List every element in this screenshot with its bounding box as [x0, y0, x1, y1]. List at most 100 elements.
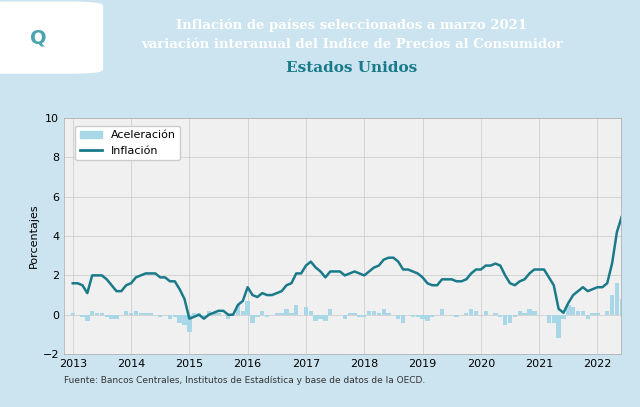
- Bar: [411, 315, 415, 317]
- Bar: [85, 315, 90, 321]
- Bar: [314, 315, 318, 321]
- Bar: [109, 315, 114, 319]
- Bar: [95, 313, 99, 315]
- Bar: [246, 301, 250, 315]
- Bar: [430, 315, 435, 317]
- Bar: [566, 305, 570, 315]
- Bar: [211, 313, 216, 315]
- Bar: [474, 311, 478, 315]
- Bar: [182, 315, 187, 325]
- Bar: [289, 313, 294, 315]
- Bar: [634, 315, 639, 317]
- Bar: [124, 311, 129, 315]
- Bar: [80, 315, 84, 317]
- Bar: [493, 313, 498, 315]
- Text: Fuente: Bancos Centrales, Institutos de Estadística y base de datos de la OECD.: Fuente: Bancos Centrales, Institutos de …: [64, 376, 425, 385]
- Bar: [323, 315, 328, 321]
- Bar: [420, 315, 425, 319]
- Bar: [377, 313, 381, 315]
- Bar: [522, 313, 527, 315]
- Bar: [70, 313, 75, 315]
- Bar: [372, 311, 376, 315]
- Bar: [90, 311, 94, 315]
- Bar: [216, 313, 221, 315]
- Bar: [561, 315, 566, 319]
- Bar: [294, 305, 298, 315]
- Text: Q: Q: [30, 28, 47, 47]
- Bar: [348, 313, 352, 315]
- Bar: [236, 305, 240, 315]
- Bar: [197, 313, 201, 315]
- Bar: [527, 309, 532, 315]
- FancyBboxPatch shape: [0, 2, 102, 73]
- Bar: [250, 315, 255, 323]
- Bar: [187, 315, 191, 333]
- Bar: [255, 315, 260, 317]
- Bar: [192, 313, 196, 315]
- Bar: [469, 309, 474, 315]
- Bar: [615, 283, 619, 315]
- Bar: [241, 311, 245, 315]
- Y-axis label: Porcentajes: Porcentajes: [28, 204, 38, 268]
- Bar: [625, 307, 629, 315]
- Bar: [280, 313, 284, 315]
- Bar: [440, 309, 444, 315]
- Bar: [381, 309, 386, 315]
- Bar: [605, 311, 609, 315]
- Bar: [639, 297, 640, 315]
- Bar: [260, 311, 264, 315]
- Bar: [104, 315, 109, 317]
- Bar: [620, 299, 624, 315]
- Bar: [265, 315, 269, 317]
- Bar: [518, 311, 522, 315]
- Bar: [143, 313, 148, 315]
- Bar: [464, 313, 468, 315]
- Bar: [454, 315, 459, 317]
- Bar: [387, 313, 391, 315]
- Bar: [591, 313, 595, 315]
- Bar: [401, 315, 405, 323]
- Bar: [308, 311, 313, 315]
- Bar: [532, 311, 536, 315]
- Bar: [115, 315, 118, 319]
- Bar: [571, 307, 575, 315]
- Bar: [610, 295, 614, 315]
- Text: Inflación de países seleccionados a marzo 2021
variación interanual del Indice d: Inflación de países seleccionados a marz…: [141, 18, 563, 51]
- Bar: [547, 315, 551, 323]
- Bar: [134, 311, 138, 315]
- Bar: [595, 313, 600, 315]
- Bar: [275, 313, 279, 315]
- Bar: [139, 313, 143, 315]
- Bar: [576, 311, 580, 315]
- Bar: [357, 315, 362, 317]
- Bar: [556, 315, 561, 338]
- Bar: [173, 315, 177, 317]
- Bar: [353, 313, 356, 315]
- Bar: [503, 315, 508, 325]
- Bar: [425, 315, 429, 321]
- Bar: [207, 311, 211, 315]
- Bar: [484, 311, 488, 315]
- Text: Estados Unidos: Estados Unidos: [286, 61, 418, 75]
- Bar: [158, 315, 163, 317]
- Bar: [202, 315, 206, 319]
- Bar: [362, 315, 367, 317]
- Bar: [513, 315, 517, 317]
- Bar: [318, 315, 323, 319]
- Bar: [226, 315, 230, 319]
- Bar: [148, 313, 153, 315]
- Bar: [342, 315, 347, 319]
- Bar: [415, 315, 420, 317]
- Bar: [168, 315, 172, 319]
- Bar: [586, 315, 590, 319]
- Bar: [100, 313, 104, 315]
- Legend: Aceleración, Inflación: Aceleración, Inflación: [75, 126, 180, 160]
- Bar: [304, 307, 308, 315]
- Bar: [129, 313, 133, 315]
- Bar: [580, 311, 585, 315]
- Bar: [508, 315, 512, 323]
- Bar: [367, 311, 371, 315]
- Bar: [328, 309, 332, 315]
- Bar: [284, 309, 289, 315]
- Bar: [498, 315, 502, 317]
